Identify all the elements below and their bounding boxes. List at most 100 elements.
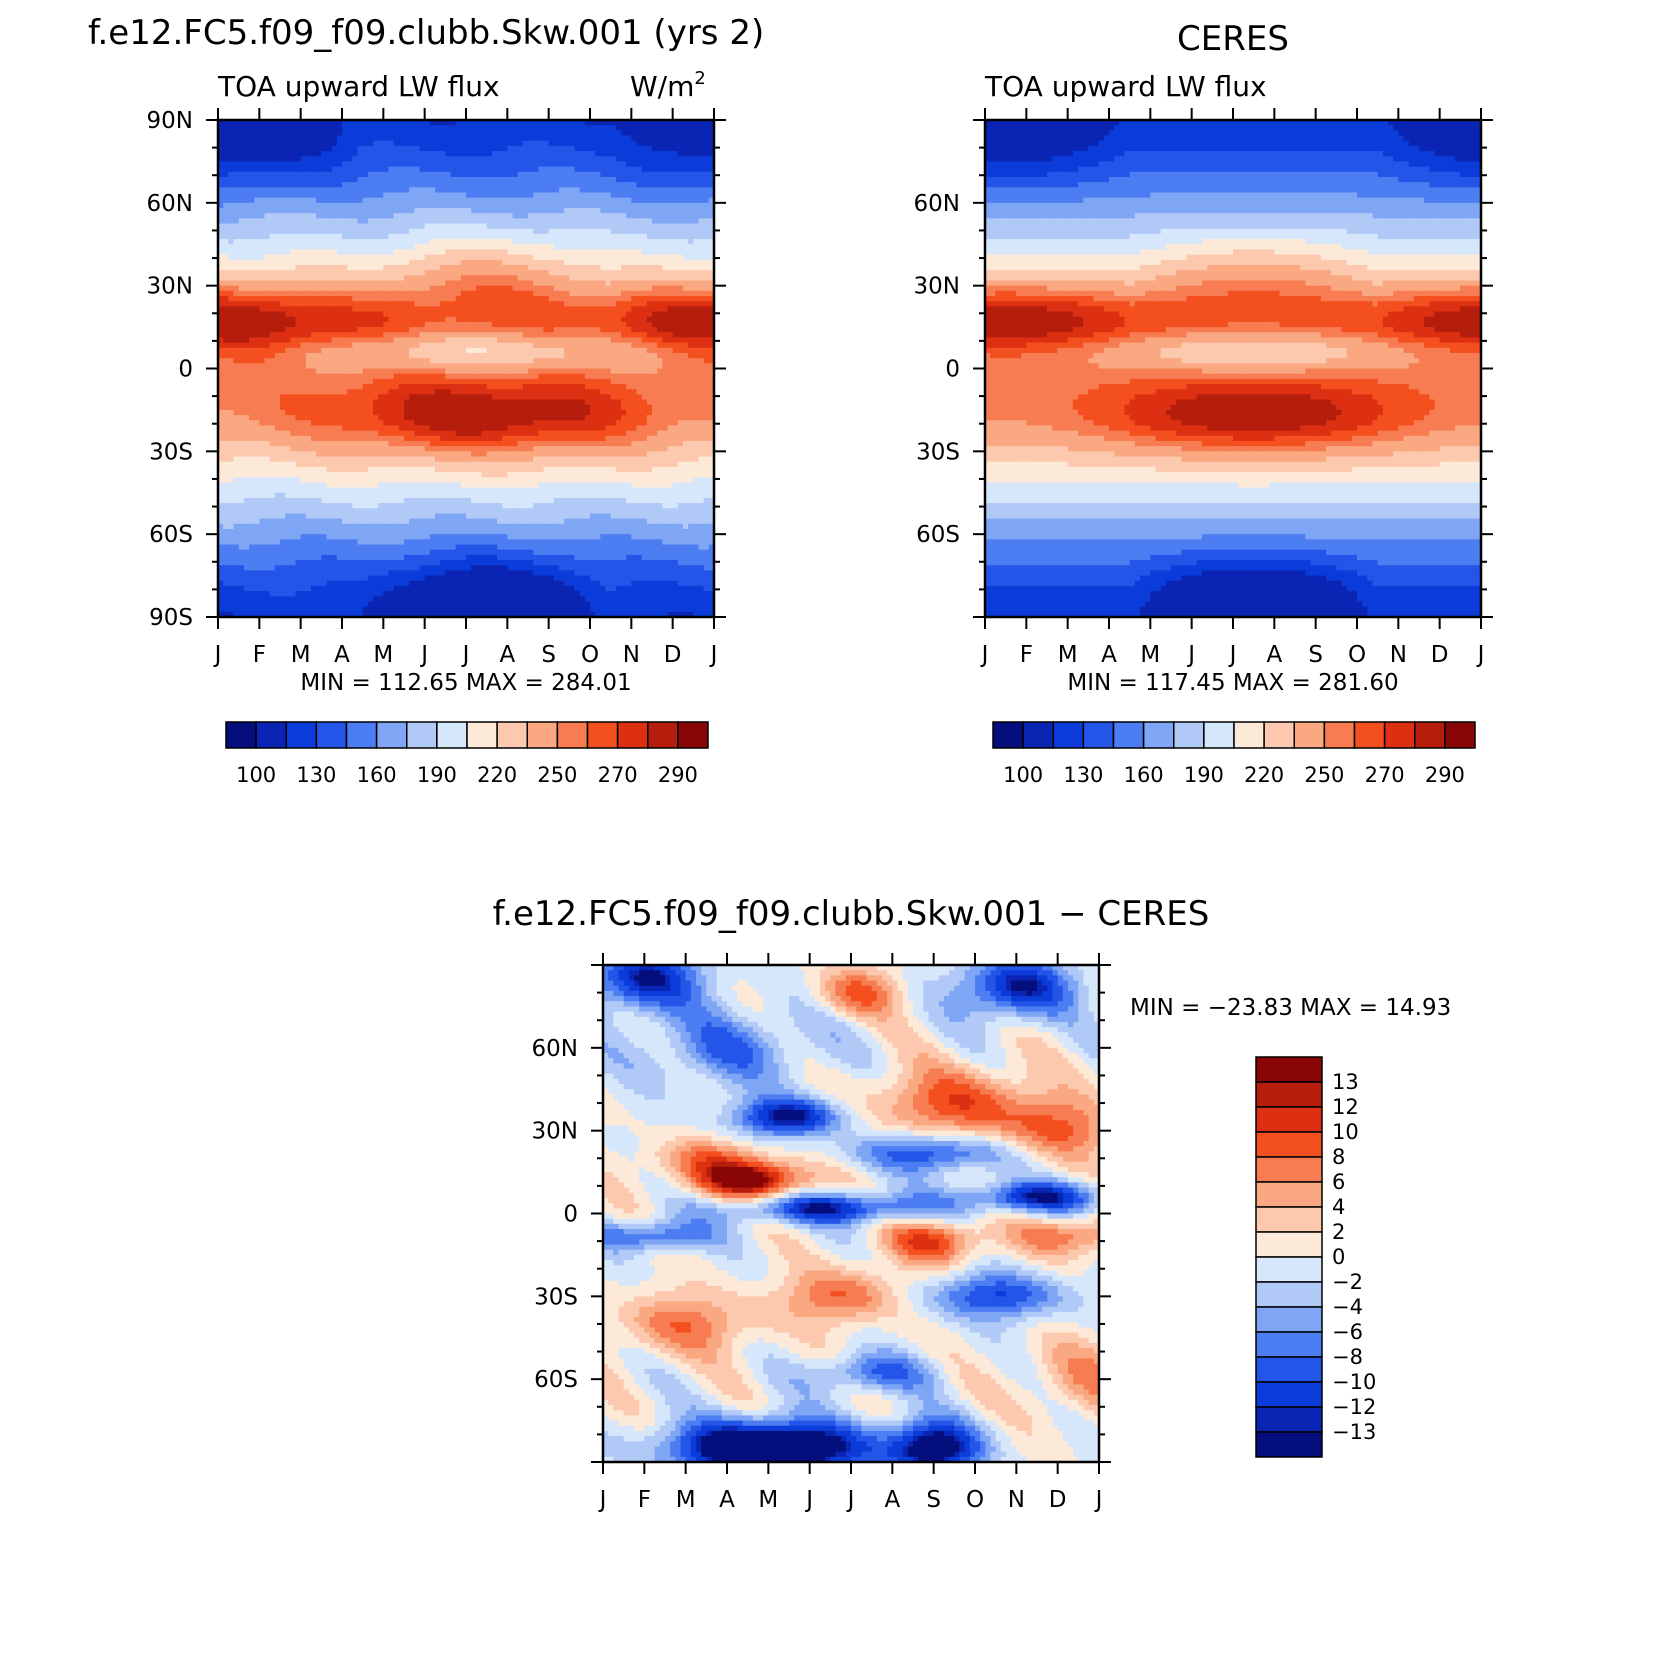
contour-cell: [445, 140, 452, 147]
contour-cell: [615, 228, 622, 235]
contour-cell: [688, 166, 694, 173]
contour-cell: [269, 187, 276, 194]
contour-cell: [683, 290, 689, 297]
contour-cell: [662, 166, 669, 173]
contour-cell: [626, 213, 632, 219]
contour-cell: [683, 270, 689, 276]
contour-cell: [605, 228, 612, 235]
contour-cell: [698, 228, 705, 235]
contour-cell: [491, 161, 498, 168]
contour-cell: [491, 218, 498, 225]
contour-cell: [688, 306, 694, 313]
contour-cell: [326, 223, 333, 230]
contour-cell: [336, 156, 343, 163]
contour-cell: [228, 358, 235, 364]
contour-cell: [393, 233, 400, 240]
contour-cell: [347, 347, 353, 354]
contour-cell: [398, 135, 405, 142]
contour-cell: [693, 264, 700, 271]
contour-cell: [249, 363, 255, 370]
contour-cell: [672, 156, 679, 163]
contour-cell: [517, 166, 524, 173]
contour-cell: [517, 368, 524, 375]
contour-cell: [285, 156, 291, 163]
contour-cell: [672, 213, 679, 219]
contour-cell: [367, 208, 374, 214]
contour-cell: [481, 306, 488, 313]
contour-cell: [631, 228, 638, 235]
contour-cell: [316, 249, 322, 256]
contour-cell: [610, 130, 617, 137]
contour-cell: [636, 249, 643, 256]
contour-cell: [657, 218, 663, 225]
contour-cell: [708, 233, 714, 240]
contour-cell: [300, 192, 307, 199]
contour-cell: [331, 151, 338, 157]
contour-cell: [435, 239, 441, 245]
contour-cell: [414, 233, 421, 240]
contour-cell: [347, 218, 353, 225]
contour-cell: [316, 156, 322, 163]
contour-cell: [362, 166, 369, 173]
contour-cell: [543, 161, 550, 168]
contour-cell: [559, 280, 565, 287]
contour-cell: [311, 202, 317, 209]
contour-cell: [569, 321, 576, 328]
contour-cell: [311, 280, 317, 287]
contour-cell: [677, 161, 684, 168]
contour-cell: [373, 275, 379, 282]
contour-cell: [347, 233, 353, 240]
contour-cell: [300, 342, 307, 349]
contour-cell: [233, 337, 240, 344]
contour-cell: [486, 296, 493, 302]
contour-cell: [652, 306, 658, 313]
contour-cell: [512, 316, 519, 323]
contour-cell: [559, 125, 565, 131]
contour-cell: [662, 161, 669, 168]
contour-cell: [398, 145, 405, 152]
contour-cell: [321, 347, 328, 354]
contour-cell: [621, 171, 627, 178]
contour-cell: [533, 145, 539, 152]
contour-cell: [641, 140, 648, 147]
contour-cell: [662, 228, 669, 235]
contour-cell: [683, 161, 689, 168]
contour-cell: [460, 239, 467, 245]
contour-cell: [466, 249, 472, 256]
contour-cell: [409, 311, 415, 318]
contour-cell: [223, 171, 229, 178]
contour-cell: [404, 342, 410, 349]
contour-cell: [218, 233, 224, 240]
contour-cell: [471, 327, 477, 333]
contour-cell: [507, 373, 514, 380]
contour-cell: [553, 332, 560, 339]
contour-cell: [326, 202, 333, 209]
contour-cell: [218, 249, 224, 256]
contour-cell: [693, 233, 700, 240]
contour-cell: [295, 270, 302, 276]
contour-cell: [677, 285, 684, 292]
contour-cell: [311, 228, 317, 235]
contour-cell: [393, 239, 400, 245]
contour-cell: [357, 228, 364, 235]
contour-cell: [445, 218, 452, 225]
contour-cell: [285, 358, 291, 364]
contour-cell: [243, 120, 250, 126]
contour-cell: [238, 316, 245, 323]
contour-cell: [667, 306, 674, 313]
contour-cell: [559, 264, 565, 271]
contour-cell: [300, 337, 307, 344]
contour-cell: [285, 166, 291, 173]
contour-cell: [528, 363, 534, 370]
contour-cell: [378, 192, 384, 199]
contour-cell: [352, 285, 359, 292]
contour-cell: [657, 259, 663, 266]
contour-cell: [548, 125, 555, 131]
contour-cell: [419, 296, 426, 302]
contour-cell: [559, 218, 565, 225]
contour-cell: [677, 135, 684, 142]
contour-cell: [321, 311, 328, 318]
contour-cell: [259, 337, 266, 344]
contour-cell: [621, 120, 627, 126]
contour-cell: [367, 332, 374, 339]
